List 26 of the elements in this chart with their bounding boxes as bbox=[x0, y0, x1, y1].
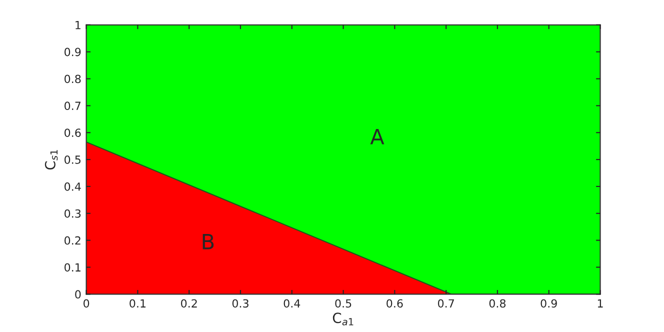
y-tick-label: 0.1 bbox=[64, 263, 80, 272]
x-tick-label: 0.8 bbox=[489, 299, 506, 308]
x-tick-label: 0.5 bbox=[335, 299, 352, 308]
y-tick-label: 0.9 bbox=[64, 48, 81, 56]
y-tick-label: 0.5 bbox=[64, 156, 80, 164]
y-tick-label: 0.7 bbox=[64, 102, 81, 110]
x-tick-label: 1 bbox=[598, 299, 603, 308]
y-tick-label: 0.6 bbox=[64, 128, 81, 137]
x-tick-label: 0.6 bbox=[386, 299, 403, 308]
y-tick-label: 0.8 bbox=[64, 74, 81, 84]
x-tick-label: 0.7 bbox=[438, 299, 454, 308]
annotation: B bbox=[202, 234, 214, 250]
y-tick-label: 0 bbox=[75, 290, 81, 299]
x-tick-label: 0.1 bbox=[130, 299, 146, 308]
annotation: A bbox=[370, 129, 384, 144]
y-tick-label: 0.3 bbox=[64, 209, 81, 218]
x-tick-label: 0.9 bbox=[540, 299, 557, 308]
x-tick-label: 0.3 bbox=[232, 299, 248, 308]
y-tick-label: 0.2 bbox=[64, 236, 80, 245]
y-tick-label: 0.4 bbox=[64, 182, 81, 191]
y-tick-label: 1 bbox=[76, 21, 80, 30]
x-tick-label: 0 bbox=[84, 299, 90, 308]
x-tick-label: 0.4 bbox=[284, 299, 300, 308]
y-axis-title: C$_{s1}$ bbox=[44, 150, 58, 170]
x-tick-label: 0.2 bbox=[181, 299, 197, 308]
x-axis-title: C$_{a1}$ bbox=[332, 312, 354, 326]
